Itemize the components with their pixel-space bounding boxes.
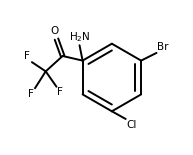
- Text: Br: Br: [157, 42, 169, 52]
- Text: F: F: [57, 87, 63, 97]
- Text: Cl: Cl: [126, 120, 137, 130]
- Text: F: F: [25, 51, 30, 61]
- Text: F: F: [28, 89, 33, 99]
- Text: O: O: [51, 26, 59, 36]
- Text: H$_2$N: H$_2$N: [69, 30, 90, 44]
